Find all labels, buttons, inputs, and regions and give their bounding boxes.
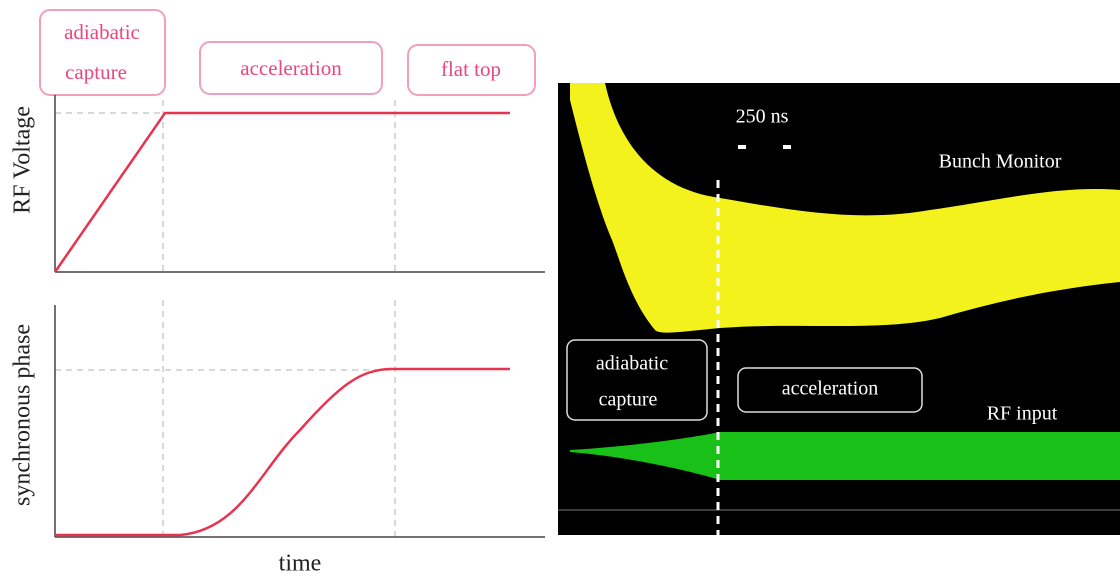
phase-label: acceleration: [240, 56, 342, 80]
cursor: [738, 145, 746, 149]
axes: [55, 95, 545, 537]
phase-label: acceleration: [782, 378, 879, 400]
cursor: [783, 145, 791, 149]
axis-label: synchronous phase: [10, 324, 36, 506]
phase-label: adiabatic: [596, 353, 668, 375]
axis-label: RF Voltage: [10, 106, 36, 214]
signal-label: Bunch Monitor: [939, 151, 1062, 173]
voltage-curve: [55, 113, 510, 272]
guides: [55, 100, 395, 540]
phase-label: capture: [599, 389, 658, 411]
phase-label: capture: [65, 60, 127, 84]
phase-label: adiabatic: [64, 20, 140, 44]
time-scale: 250 ns: [736, 106, 789, 128]
figure: adiabatic capture acceleration flat top …: [0, 0, 1120, 578]
axis-label: time: [279, 551, 322, 577]
phase-curve: [55, 369, 510, 535]
signal-label: RF input: [987, 403, 1058, 425]
phase-label: flat top: [441, 57, 501, 81]
